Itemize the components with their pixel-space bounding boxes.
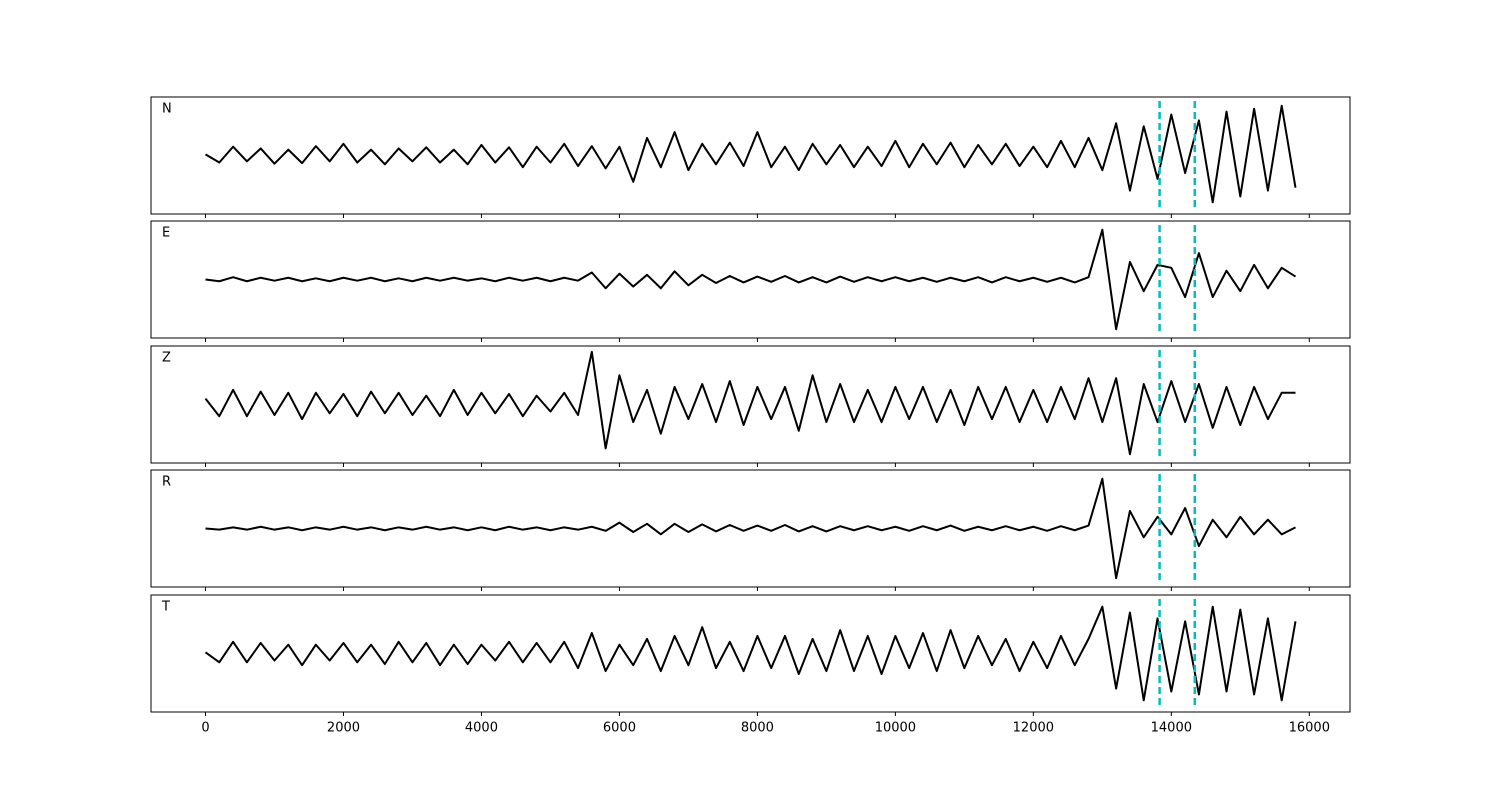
panel-label: R: [162, 475, 171, 490]
x-tick-label: 14000: [1151, 721, 1192, 736]
trace: [205, 228, 1297, 331]
trace: [204, 605, 1297, 702]
x-tick-label: 2000: [327, 721, 360, 736]
panel-frame: [150, 345, 1351, 464]
x-tick-label: 4000: [465, 721, 498, 736]
x-tick-label: 10000: [875, 721, 916, 736]
panel-frame: [150, 469, 1351, 588]
x-tick-label: 16000: [1289, 721, 1330, 736]
trace: [204, 350, 1296, 456]
x-tick-label: 0: [201, 721, 209, 736]
panel-frame: [150, 96, 1351, 215]
panel-label: E: [162, 226, 170, 241]
panel-frame: [150, 220, 1351, 339]
panel-label: T: [161, 600, 170, 615]
trace: [204, 104, 1297, 204]
panel-label: Z: [162, 351, 171, 366]
x-tick-label: 6000: [603, 721, 636, 736]
trace: [205, 477, 1296, 580]
x-tick-label: 8000: [741, 721, 774, 736]
panel-label: N: [162, 102, 172, 117]
panel-frame: [150, 594, 1351, 713]
x-tick-label: 12000: [1013, 721, 1054, 736]
